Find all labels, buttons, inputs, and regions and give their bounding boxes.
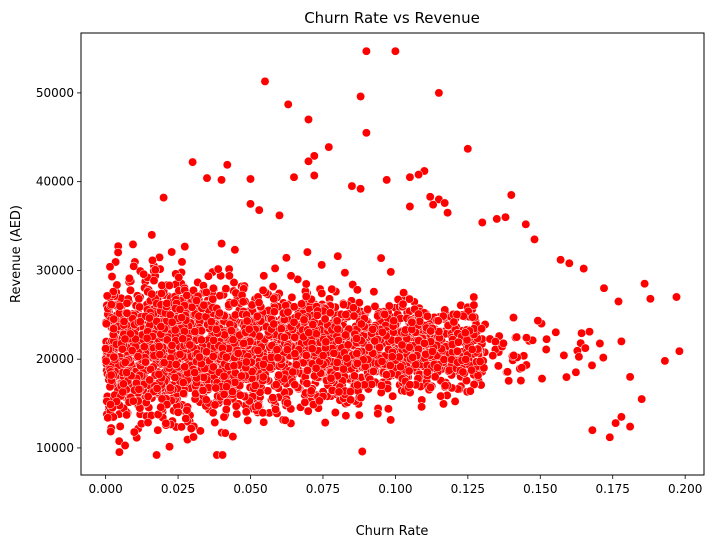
cloud-point <box>450 396 460 406</box>
cloud-point <box>128 239 138 249</box>
cloud-point <box>376 253 386 263</box>
cloud-point <box>180 242 190 252</box>
cloud-point <box>219 412 229 422</box>
cloud-point <box>122 410 132 420</box>
cloud-point <box>509 313 518 323</box>
cloud-point <box>259 271 269 281</box>
cloud-point <box>516 376 526 386</box>
cloud-point <box>173 407 183 417</box>
cloud-point <box>129 427 139 437</box>
cloud-point <box>357 447 367 456</box>
cloud-point <box>167 247 177 257</box>
cloud-point <box>571 367 581 377</box>
cloud-point <box>210 418 220 427</box>
cloud-point <box>303 406 313 416</box>
cloud-point <box>268 282 278 292</box>
cloud-point <box>462 376 471 386</box>
cloud-point <box>107 272 117 282</box>
cloud-point <box>354 298 364 308</box>
cloud-point <box>126 285 135 295</box>
cloud-point <box>373 409 383 419</box>
cloud-point <box>504 376 514 386</box>
cloud-point <box>302 247 312 257</box>
cloud-point <box>189 432 198 442</box>
cloud-point <box>341 411 351 421</box>
cloud-point <box>598 353 608 363</box>
cloud-point <box>551 327 561 337</box>
cloud-point <box>208 408 218 418</box>
cloud-point <box>585 327 594 337</box>
cloud-point <box>270 263 280 273</box>
cloud-point <box>386 415 396 425</box>
cloud-point <box>120 441 130 450</box>
dense-point-cloud <box>101 230 608 460</box>
cloud-point <box>317 260 327 270</box>
cloud-point <box>165 442 174 452</box>
cloud-point <box>153 425 163 435</box>
cloud-point <box>243 415 253 425</box>
cloud-point <box>537 374 547 384</box>
cloud-point <box>174 272 184 282</box>
cloud-point <box>113 247 123 257</box>
cloud-point <box>224 271 234 281</box>
cloud-point <box>384 301 394 311</box>
cloud-point <box>541 345 551 354</box>
cloud-point <box>106 427 116 436</box>
cloud-point <box>542 334 552 344</box>
cloud-point <box>330 408 340 417</box>
cloud-point <box>228 432 238 442</box>
cloud-point <box>369 287 379 297</box>
cloud-point <box>439 399 448 409</box>
cloud-point <box>352 285 362 295</box>
cloud-point <box>105 262 115 272</box>
cloud-point <box>177 422 186 432</box>
cloud-point <box>388 391 398 401</box>
cloud-point <box>259 417 269 427</box>
cloud-point <box>218 450 227 460</box>
cloud-point <box>114 447 124 457</box>
cloud-point <box>286 271 296 281</box>
cloud-point <box>221 284 231 294</box>
cloud-point <box>152 450 162 460</box>
cloud-point <box>562 372 571 382</box>
cloud-point <box>354 410 364 420</box>
cloud-point <box>229 278 239 287</box>
cloud-point <box>327 284 337 294</box>
